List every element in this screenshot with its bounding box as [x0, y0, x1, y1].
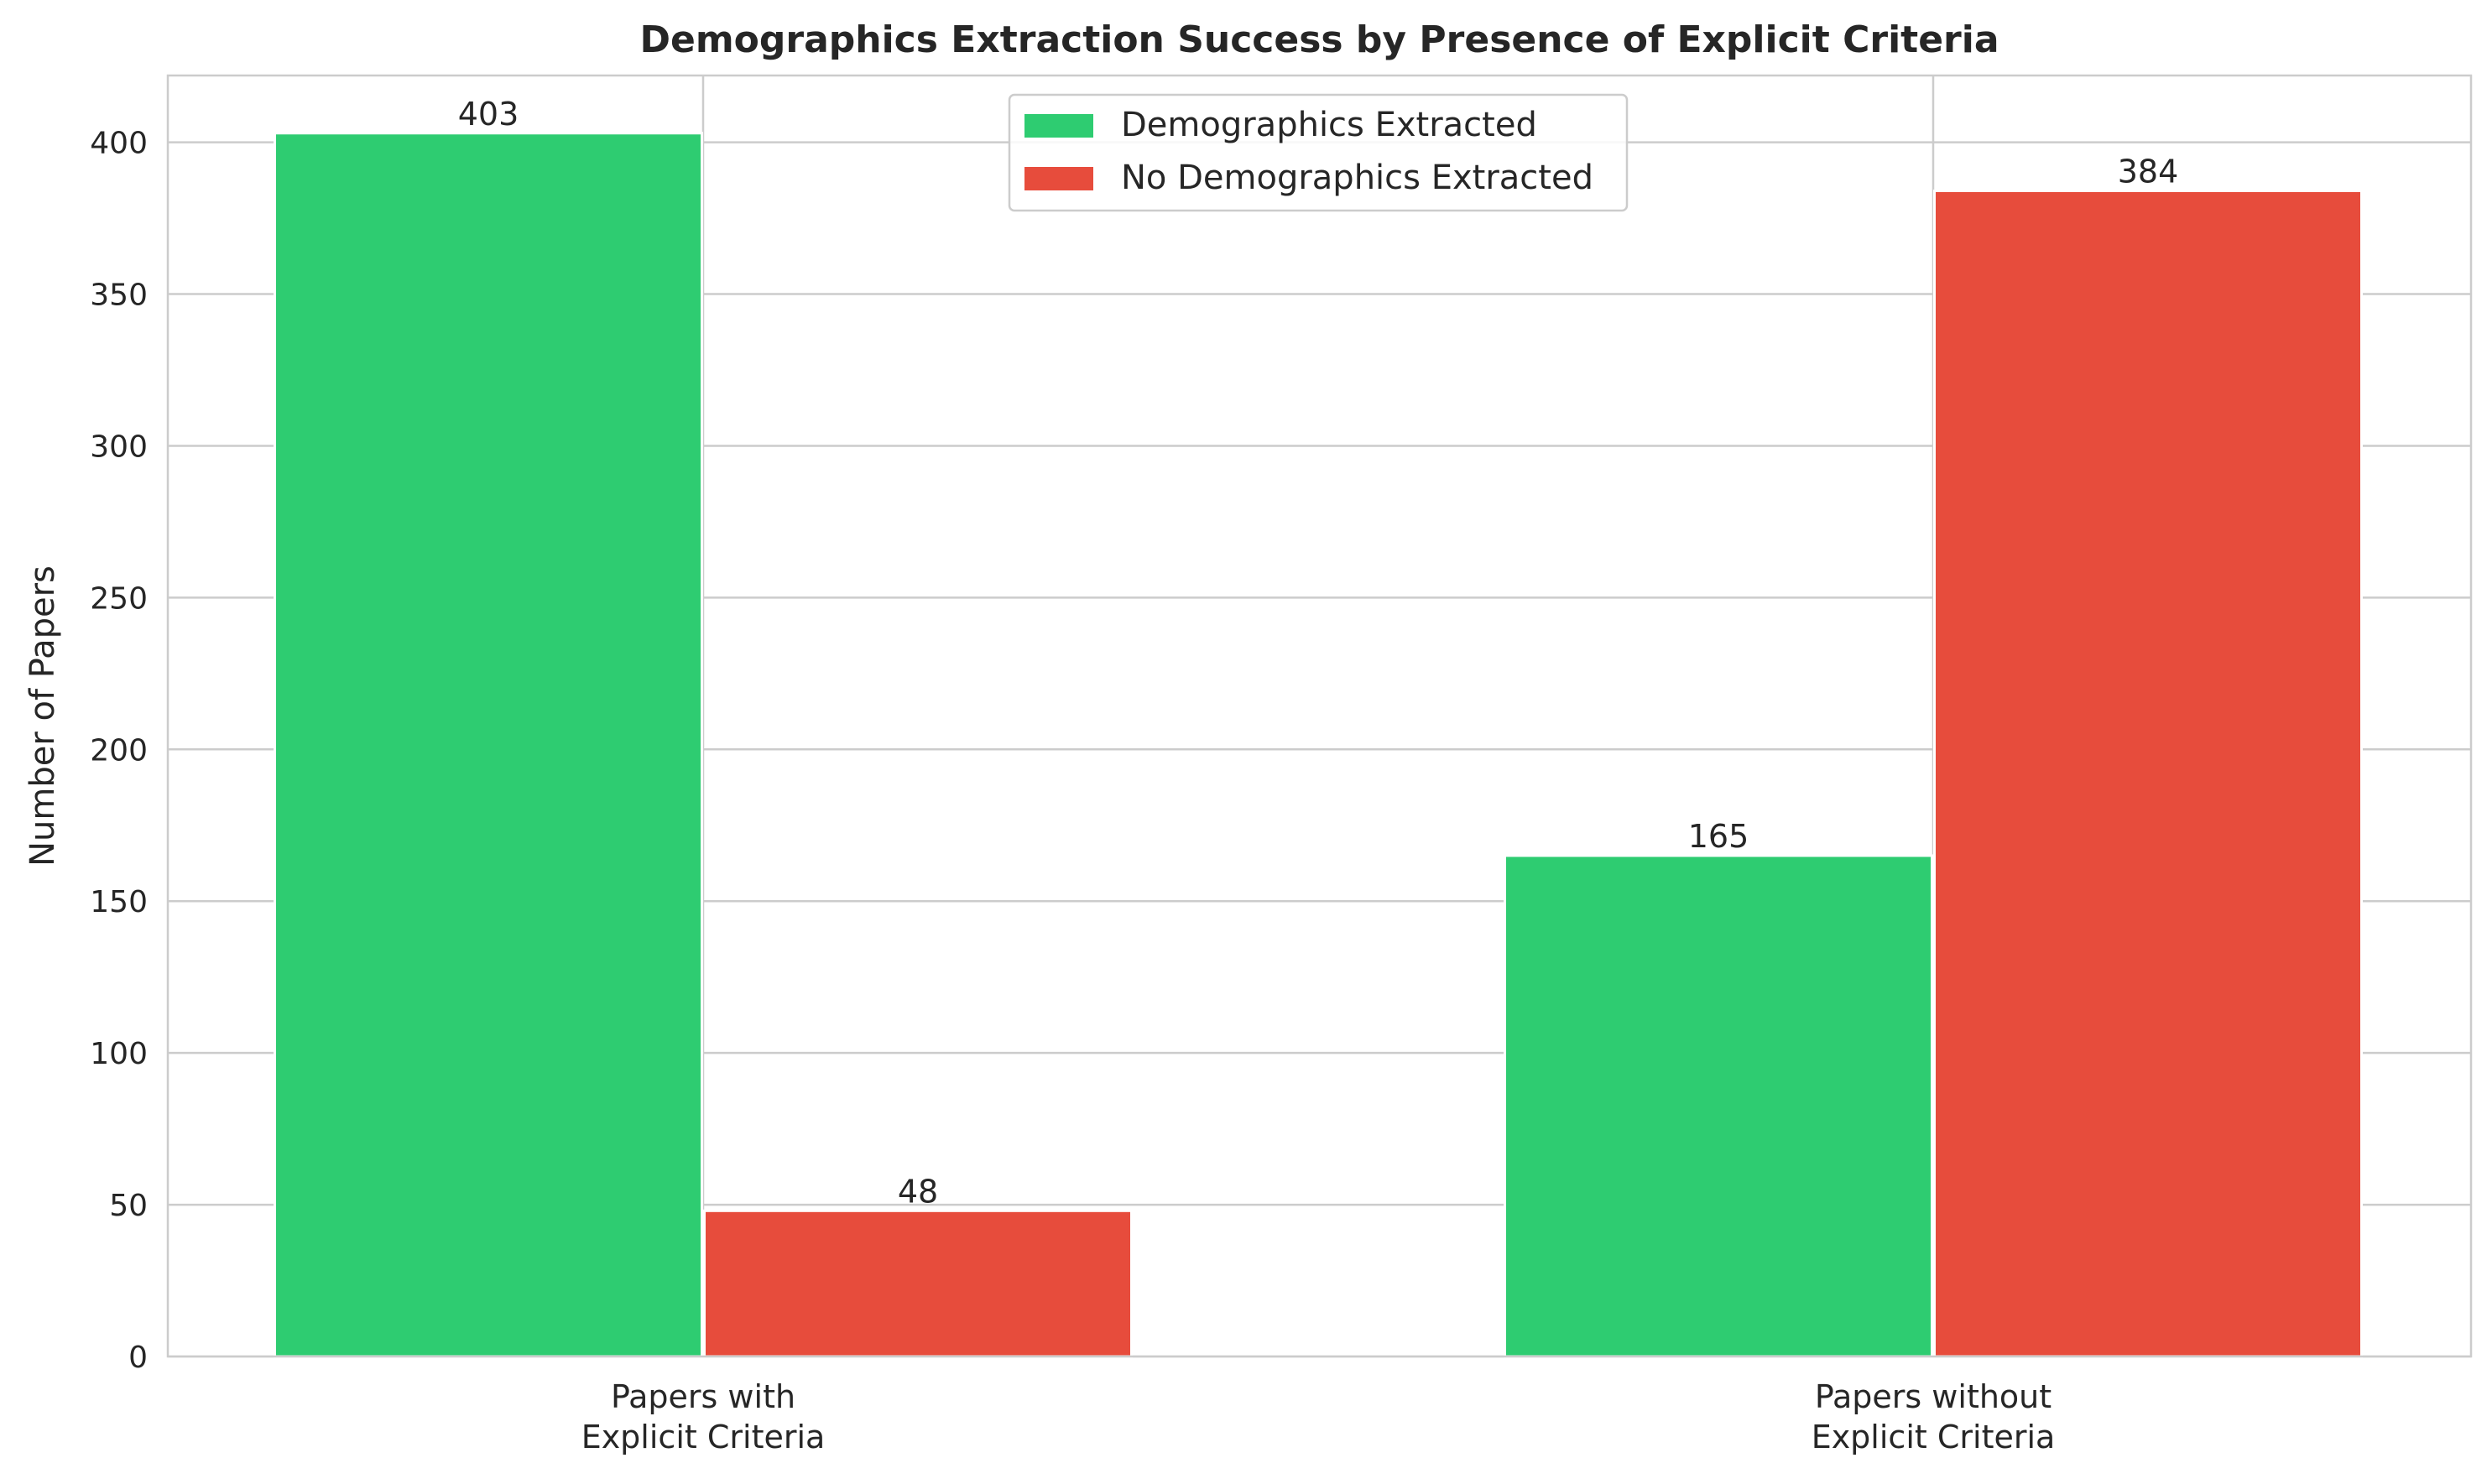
y-tick-label: 100 [90, 1037, 148, 1071]
y-tick-label: 200 [90, 733, 148, 768]
y-axis-label: Number of Papers [23, 565, 62, 867]
axes-frame [166, 74, 2473, 1358]
bar-value-label: 48 [898, 1173, 938, 1210]
bar [1933, 190, 2363, 1358]
x-tick-label: Explicit Criteria [581, 1419, 826, 1455]
y-tick-label: 350 [90, 279, 148, 313]
y-tick-label: 150 [90, 885, 148, 919]
bar-value-label: 403 [458, 96, 519, 133]
bar [703, 1209, 1133, 1358]
chart-title: Demographics Extraction Success by Prese… [639, 18, 1999, 61]
x-tick-label: Explicit Criteria [1812, 1419, 2056, 1455]
legend-label: Demographics Extracted [1121, 106, 1537, 144]
y-tick-label: 0 [128, 1341, 148, 1375]
bar [274, 132, 703, 1358]
y-tick-label: 400 [90, 127, 148, 161]
y-tick-label: 250 [90, 581, 148, 616]
legend-swatch [1024, 167, 1093, 190]
bar-value-label: 165 [1688, 818, 1749, 855]
y-tick-label: 50 [109, 1189, 148, 1223]
legend-box [1008, 93, 1629, 212]
legend-swatch [1024, 114, 1093, 138]
bar-value-label: 384 [2118, 154, 2179, 190]
x-tick-label: Papers with [611, 1378, 795, 1415]
legend-label: No Demographics Extracted [1121, 159, 1593, 197]
x-tick-label: Papers without [1815, 1378, 2051, 1415]
bar [1504, 854, 1933, 1358]
y-tick-label: 300 [90, 430, 148, 464]
